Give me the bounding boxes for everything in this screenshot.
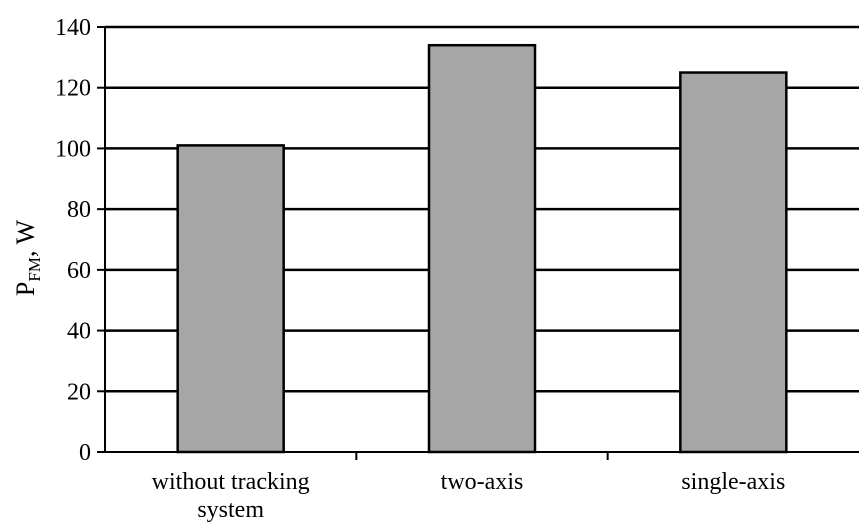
y-tick-label: 60 <box>67 258 91 284</box>
bar <box>679 71 788 454</box>
bars <box>176 43 788 454</box>
x-category-label-line: system <box>197 497 264 523</box>
x-category-labels: without tracking system two-axis single-axi… <box>152 469 786 523</box>
x-category-label: two-axis <box>441 469 524 495</box>
bar <box>427 43 537 454</box>
y-tick-label: 120 <box>55 76 91 102</box>
y-axis-label-unit: , W <box>11 219 40 257</box>
x-category-label: single-axis <box>681 469 785 495</box>
x-category-label: without tracking system <box>152 469 310 523</box>
axes <box>97 26 859 460</box>
y-tick-label: 20 <box>67 379 91 405</box>
bar <box>176 144 285 454</box>
y-tick-label: 0 <box>79 440 91 466</box>
y-axis-label-main: P <box>11 282 40 296</box>
x-category-label-line: without tracking <box>152 469 310 495</box>
x-category-label-line: two-axis <box>441 469 524 495</box>
y-tick-label: 140 <box>55 15 91 41</box>
y-tick-label: 100 <box>55 136 91 162</box>
y-axis-label-subscript: FM <box>25 257 44 282</box>
y-axis-label: PFM, W <box>11 219 44 296</box>
y-tick-label: 80 <box>67 197 91 223</box>
y-tick-labels: 0 20 40 60 80 100 120 140 <box>55 15 91 466</box>
y-tick-label: 40 <box>67 319 91 345</box>
x-category-label-line: single-axis <box>681 469 785 495</box>
